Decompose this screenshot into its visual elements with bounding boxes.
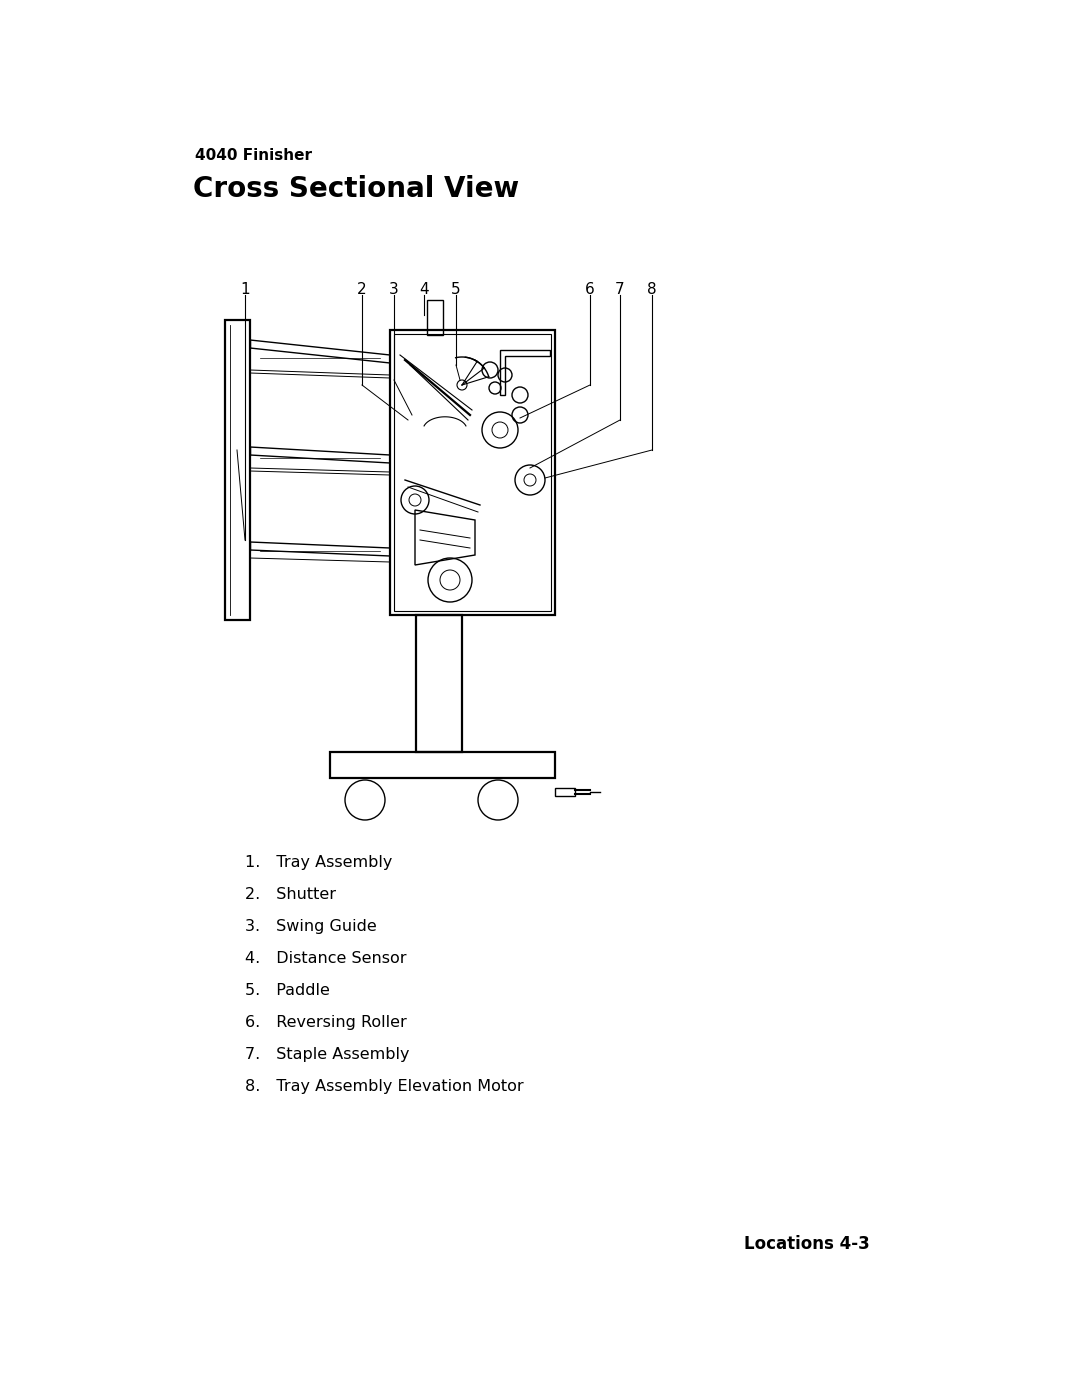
Text: 3: 3 — [389, 282, 399, 298]
Text: 1. Tray Assembly: 1. Tray Assembly — [245, 855, 392, 870]
Text: 4: 4 — [419, 282, 429, 298]
Bar — [330, 752, 555, 778]
Text: Locations 4-3: Locations 4-3 — [744, 1235, 870, 1253]
Text: Cross Sectional View: Cross Sectional View — [193, 175, 519, 203]
Text: 5: 5 — [451, 282, 461, 298]
Bar — [416, 615, 462, 752]
Text: 6: 6 — [585, 282, 595, 298]
Text: 5. Paddle: 5. Paddle — [245, 983, 329, 997]
Text: 7. Staple Assembly: 7. Staple Assembly — [245, 1046, 409, 1062]
Text: 1: 1 — [240, 282, 249, 298]
Text: 3. Swing Guide: 3. Swing Guide — [245, 919, 377, 935]
Text: 2: 2 — [357, 282, 367, 298]
Bar — [555, 788, 575, 796]
Text: 6. Reversing Roller: 6. Reversing Roller — [245, 1016, 407, 1030]
Bar — [394, 334, 551, 610]
Text: 7: 7 — [616, 282, 625, 298]
Text: 8. Tray Assembly Elevation Motor: 8. Tray Assembly Elevation Motor — [245, 1078, 524, 1094]
Bar — [225, 320, 249, 620]
Text: 4040 Finisher: 4040 Finisher — [195, 148, 312, 163]
Bar — [390, 330, 555, 615]
Text: 8: 8 — [647, 282, 657, 298]
Text: 4. Distance Sensor: 4. Distance Sensor — [245, 951, 406, 965]
Bar — [427, 300, 443, 335]
Text: 2. Shutter: 2. Shutter — [245, 887, 336, 902]
